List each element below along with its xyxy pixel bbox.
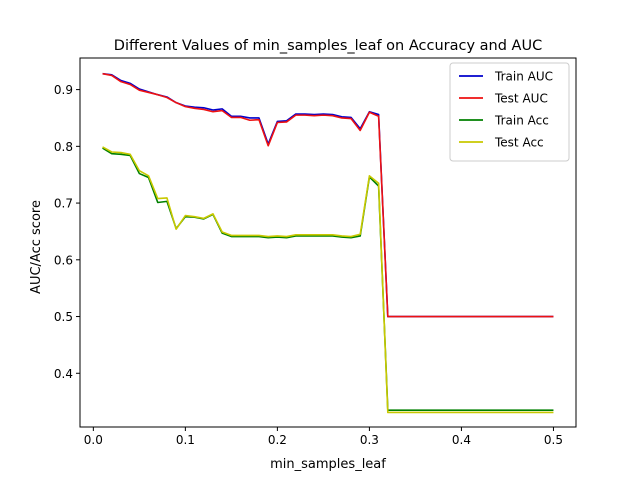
x-tick-label: 0.0 — [84, 433, 103, 447]
legend-box — [449, 62, 570, 162]
y-tick-label: 0.6 — [54, 253, 73, 267]
series-line-2 — [102, 72, 554, 318]
series-layer — [102, 72, 554, 414]
y-axis-label: AUC/Acc score — [29, 200, 44, 294]
y-tick-label: 0.5 — [54, 310, 73, 324]
legend-label-1: Train AUC — [494, 70, 553, 84]
x-tick-label: 0.3 — [360, 433, 379, 447]
x-tick-label: 0.5 — [544, 433, 563, 447]
x-tick-label: 0.2 — [268, 433, 287, 447]
y-tick-label: 0.8 — [54, 140, 73, 154]
y-tick-label: 0.4 — [54, 367, 73, 381]
legend: Train AUC Test AUC Train Acc Test Acc — [449, 62, 570, 162]
y-tick-label: 0.9 — [54, 83, 73, 97]
legend-label-4: Test Acc — [494, 136, 544, 150]
series-line-4 — [102, 146, 554, 414]
x-tick-label: 0.1 — [176, 433, 195, 447]
chart-title: Different Values of min_samples_leaf on … — [114, 38, 542, 54]
y-tick-label: 0.7 — [54, 197, 73, 211]
x-axis-label: min_samples_leaf — [270, 457, 386, 472]
axes-layer: 0.0 0.1 0.2 0.3 0.4 0.5 0.4 0.5 0.6 0.7 0.8 0.9 — [54, 57, 577, 447]
legend-label-2: Test AUC — [494, 92, 548, 106]
legend-label-3: Train Acc — [494, 114, 549, 128]
plot-frame — [79, 57, 577, 428]
x-tick-label: 0.4 — [452, 433, 471, 447]
